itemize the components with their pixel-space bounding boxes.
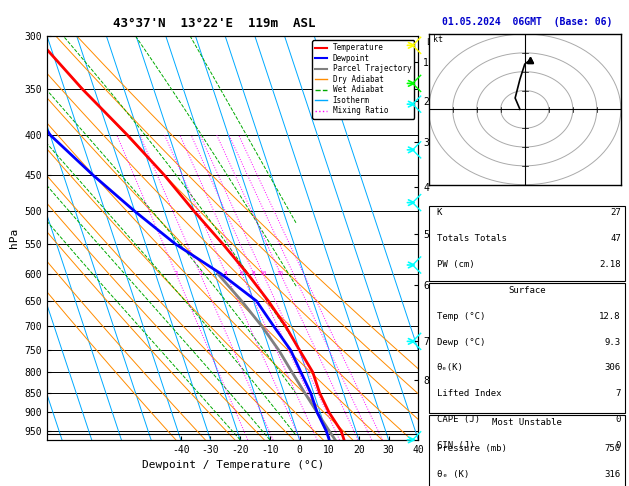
Text: 2.18: 2.18 — [599, 260, 621, 269]
Text: 4: 4 — [224, 271, 228, 276]
Text: 6: 6 — [240, 271, 244, 276]
Text: 8: 8 — [252, 271, 255, 276]
Text: Dewp (°C): Dewp (°C) — [437, 337, 485, 347]
Text: 12.8: 12.8 — [599, 312, 621, 321]
Text: Surface: Surface — [508, 286, 545, 295]
Text: 750: 750 — [604, 444, 621, 452]
Text: CAPE (J): CAPE (J) — [437, 415, 480, 424]
Text: 43°37'N  13°22'E  119m  ASL: 43°37'N 13°22'E 119m ASL — [113, 17, 315, 30]
Text: 9.3: 9.3 — [604, 337, 621, 347]
Y-axis label: km
ASL: km ASL — [435, 229, 456, 247]
Text: 15: 15 — [277, 271, 284, 276]
Bar — [429, 415, 625, 486]
Text: 01.05.2024  06GMT  (Base: 06): 01.05.2024 06GMT (Base: 06) — [442, 17, 612, 27]
Text: 47: 47 — [610, 234, 621, 243]
Text: kt: kt — [433, 35, 443, 44]
Text: 0: 0 — [615, 441, 621, 450]
Bar — [429, 283, 625, 413]
Text: 7: 7 — [615, 389, 621, 399]
Legend: Temperature, Dewpoint, Parcel Trajectory, Dry Adiabat, Wet Adiabat, Isotherm, Mi: Temperature, Dewpoint, Parcel Trajectory… — [312, 40, 415, 119]
Text: 2: 2 — [198, 271, 202, 276]
Text: Lifted Index: Lifted Index — [437, 389, 501, 399]
Bar — [429, 206, 625, 281]
Text: LCL: LCL — [426, 38, 441, 47]
Text: K: K — [437, 208, 442, 217]
Text: 10: 10 — [259, 271, 267, 276]
Text: Temp (°C): Temp (°C) — [437, 312, 485, 321]
Text: θₑ (K): θₑ (K) — [437, 469, 469, 479]
Text: Most Unstable: Most Unstable — [492, 417, 562, 427]
Text: 306: 306 — [604, 364, 621, 372]
Text: Totals Totals: Totals Totals — [437, 234, 507, 243]
Text: Pressure (mb): Pressure (mb) — [437, 444, 507, 452]
X-axis label: Dewpoint / Temperature (°C): Dewpoint / Temperature (°C) — [142, 460, 324, 470]
Text: 27: 27 — [610, 208, 621, 217]
Y-axis label: hPa: hPa — [9, 228, 19, 248]
Text: CIN (J): CIN (J) — [437, 441, 474, 450]
Text: 1: 1 — [174, 271, 178, 276]
Text: 316: 316 — [604, 469, 621, 479]
Text: PW (cm): PW (cm) — [437, 260, 474, 269]
Text: 0: 0 — [615, 415, 621, 424]
Text: θₑ(K): θₑ(K) — [437, 364, 464, 372]
